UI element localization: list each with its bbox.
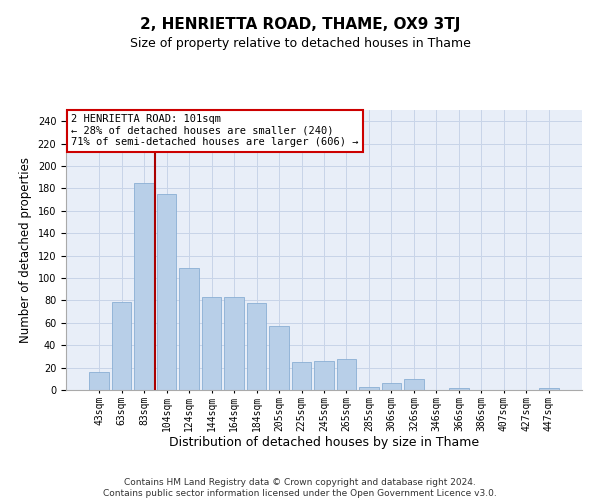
Bar bbox=[179, 268, 199, 390]
Bar bbox=[157, 194, 176, 390]
Bar bbox=[382, 384, 401, 390]
X-axis label: Distribution of detached houses by size in Thame: Distribution of detached houses by size … bbox=[169, 436, 479, 450]
Bar bbox=[292, 362, 311, 390]
Bar bbox=[314, 361, 334, 390]
Bar bbox=[224, 297, 244, 390]
Y-axis label: Number of detached properties: Number of detached properties bbox=[19, 157, 32, 343]
Bar bbox=[112, 302, 131, 390]
Bar bbox=[337, 358, 356, 390]
Text: 2 HENRIETTA ROAD: 101sqm
← 28% of detached houses are smaller (240)
71% of semi-: 2 HENRIETTA ROAD: 101sqm ← 28% of detach… bbox=[71, 114, 359, 148]
Bar bbox=[89, 372, 109, 390]
Text: Size of property relative to detached houses in Thame: Size of property relative to detached ho… bbox=[130, 38, 470, 51]
Bar bbox=[134, 183, 154, 390]
Bar bbox=[202, 297, 221, 390]
Bar bbox=[269, 326, 289, 390]
Bar bbox=[247, 302, 266, 390]
Bar bbox=[539, 388, 559, 390]
Text: Contains HM Land Registry data © Crown copyright and database right 2024.
Contai: Contains HM Land Registry data © Crown c… bbox=[103, 478, 497, 498]
Bar bbox=[404, 379, 424, 390]
Bar bbox=[449, 388, 469, 390]
Bar bbox=[359, 386, 379, 390]
Text: 2, HENRIETTA ROAD, THAME, OX9 3TJ: 2, HENRIETTA ROAD, THAME, OX9 3TJ bbox=[140, 18, 460, 32]
